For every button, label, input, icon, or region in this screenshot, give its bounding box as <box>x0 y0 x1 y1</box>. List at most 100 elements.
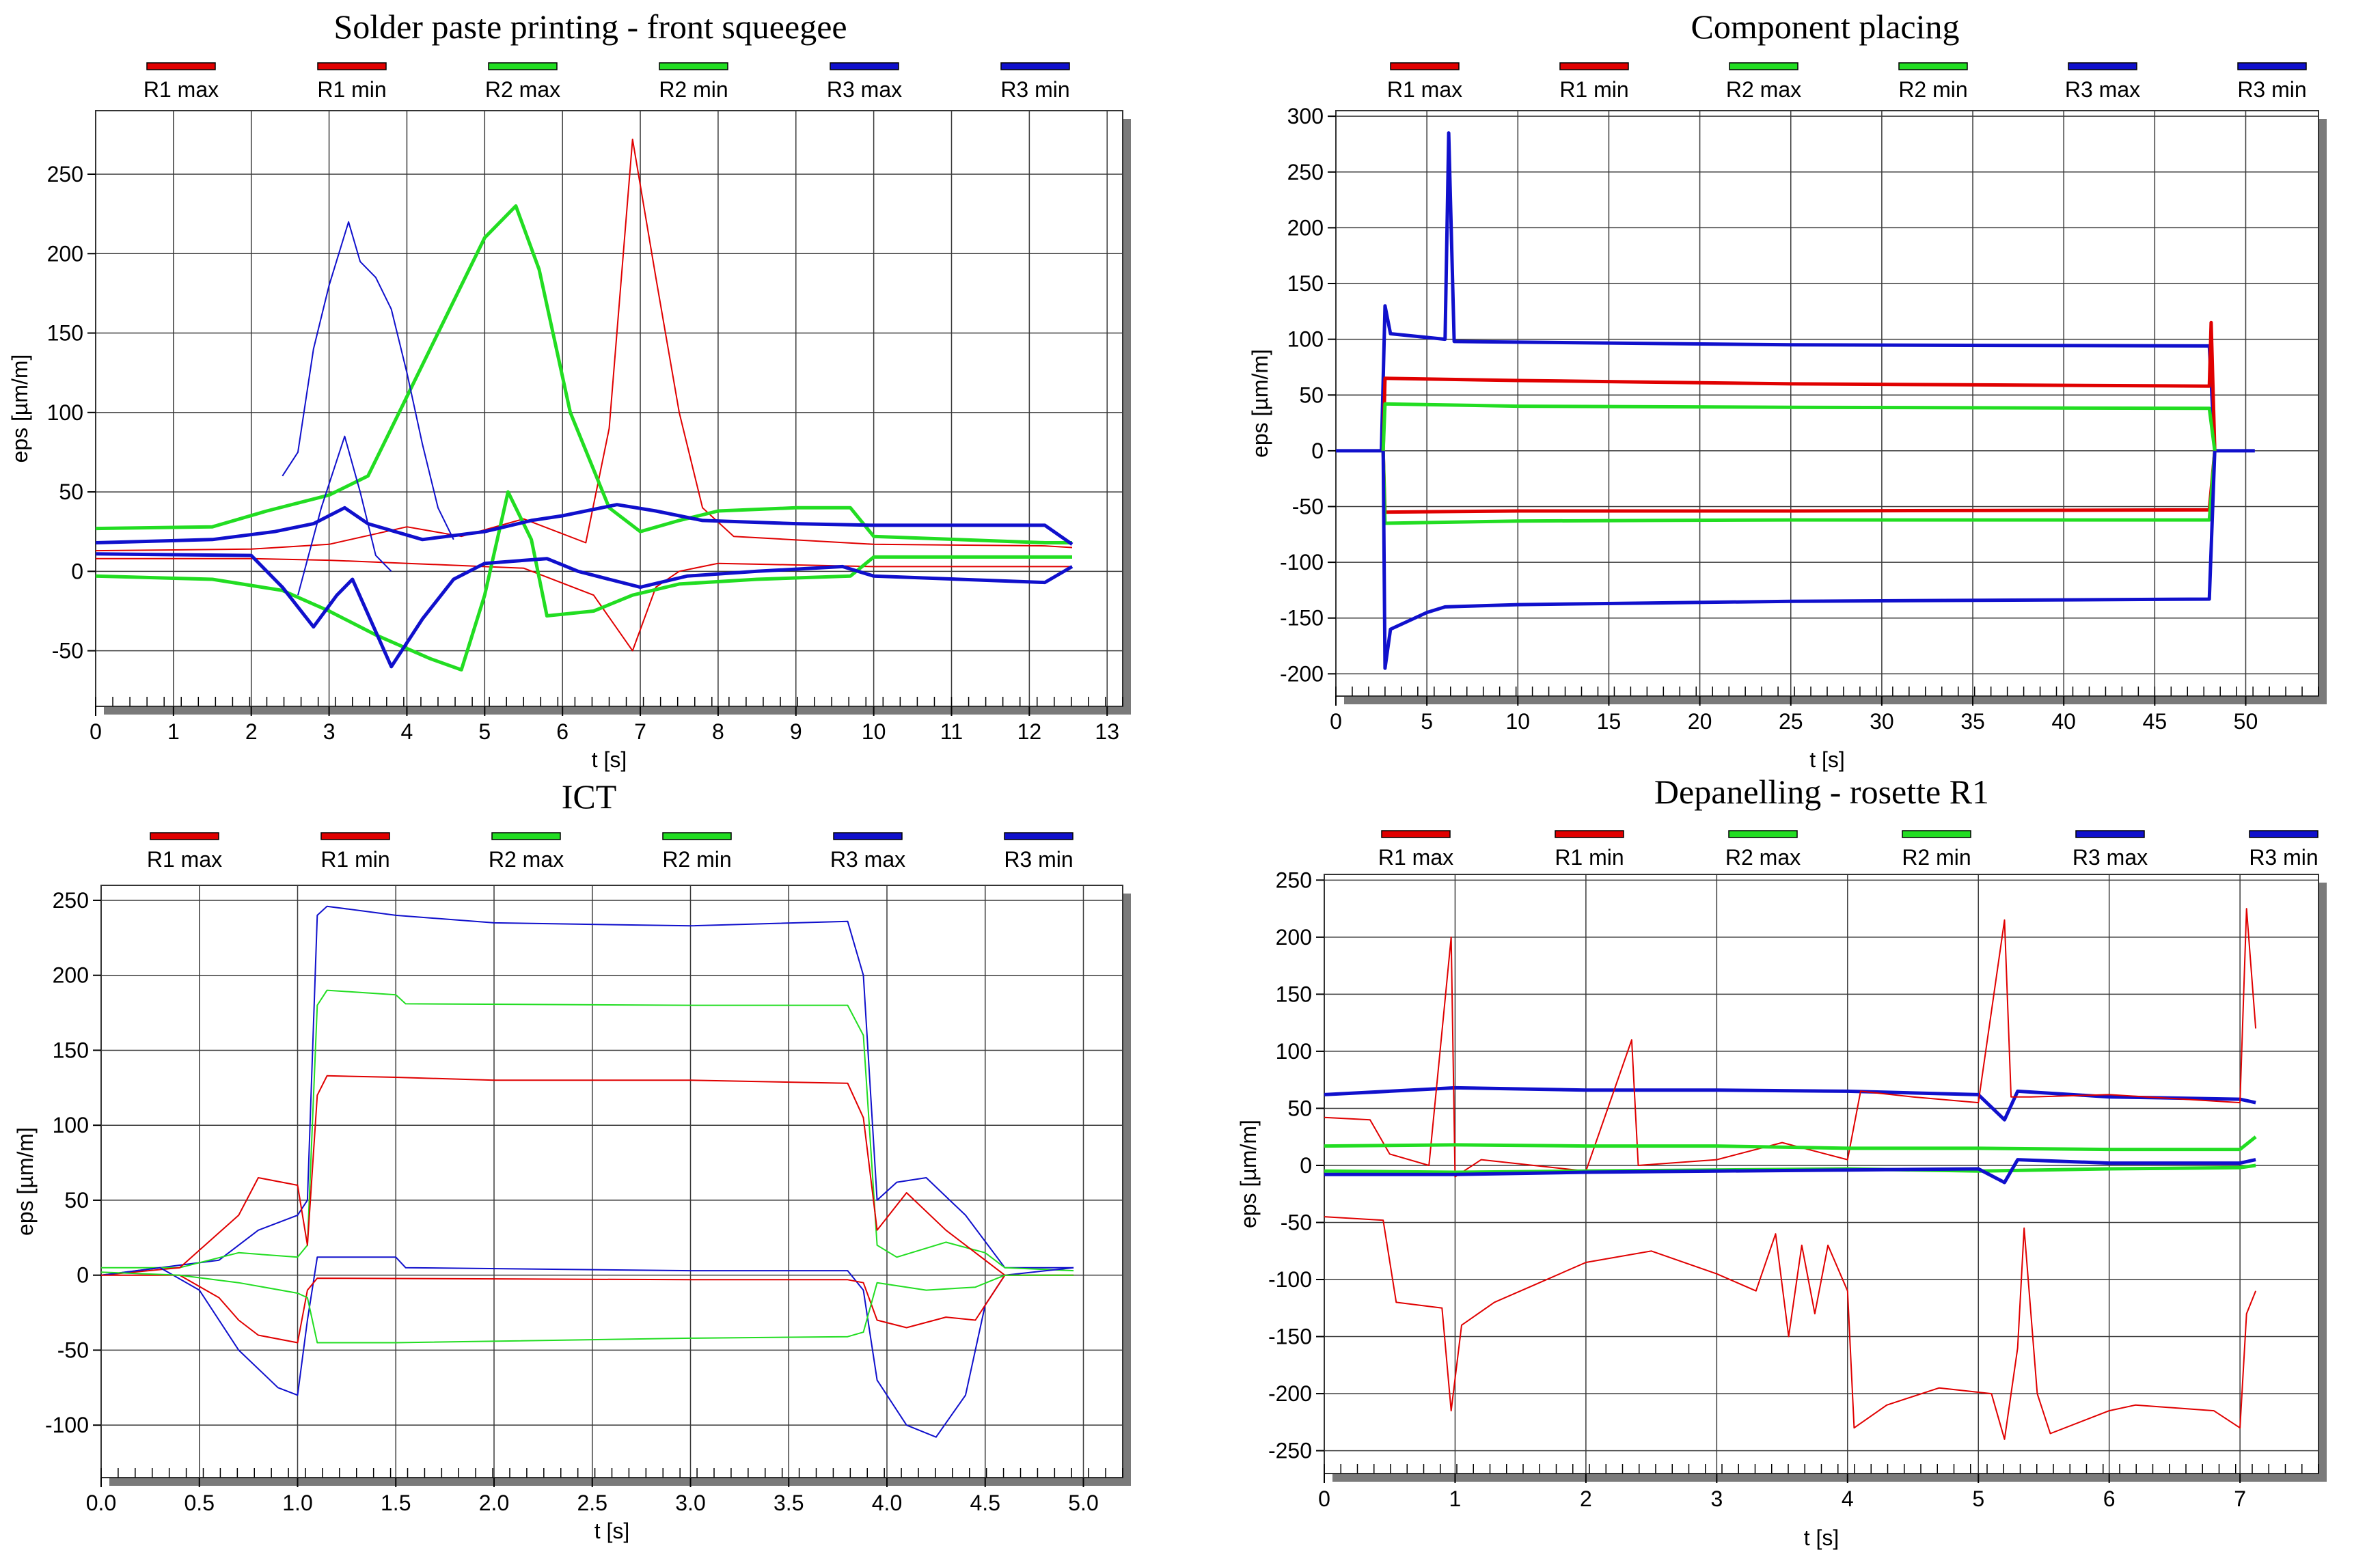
series-line-r1-min <box>1324 1216 2257 1440</box>
legend-label: R1 max <box>1378 845 1453 870</box>
plot-shadow-right <box>1123 894 1131 1486</box>
legend-label: R2 min <box>1902 845 1971 870</box>
legend-swatch <box>659 62 728 70</box>
legend-label: R1 min <box>1559 77 1628 102</box>
legend-label: R3 min <box>1000 77 1069 102</box>
y-tick-label: 0 <box>77 1263 89 1288</box>
x-tick-label: 2 <box>1580 1486 1592 1511</box>
legend-swatch <box>150 832 219 840</box>
x-tick-label: 5 <box>1972 1486 1984 1511</box>
x-tick-label: 30 <box>1870 709 1894 734</box>
legend-swatch <box>317 62 387 70</box>
y-tick-label: 300 <box>1287 104 1324 128</box>
x-tick-label: 15 <box>1597 709 1622 734</box>
x-tick-label: 10 <box>1505 709 1530 734</box>
x-tick-label: 25 <box>1779 709 1803 734</box>
legend-label: R2 max <box>1726 77 1801 102</box>
x-tick-label: 0 <box>1330 709 1342 734</box>
plot-shadow-bottom <box>104 706 1131 715</box>
series-line-r3-min <box>96 552 1073 669</box>
legend-label: R3 min <box>1004 847 1073 872</box>
legend-swatch <box>320 832 390 840</box>
series-line-r2-max <box>1324 1135 2257 1152</box>
x-tick-label: 35 <box>1960 709 1985 734</box>
legend-swatch <box>1898 62 1968 70</box>
y-tick-label: 100 <box>1276 1039 1312 1064</box>
legend-label: R3 max <box>827 77 902 102</box>
legend-swatch <box>833 832 903 840</box>
x-tick-label: 0 <box>1318 1486 1330 1511</box>
legend-swatch <box>146 62 216 70</box>
x-tick-label: 0 <box>90 719 102 744</box>
legend-swatch <box>1902 830 1971 838</box>
legend-swatch <box>1390 62 1460 70</box>
legend-label: R3 min <box>2237 77 2306 102</box>
plot-area <box>1335 110 2319 697</box>
x-tick-label: 4.0 <box>872 1491 902 1515</box>
x-axis-label: t [s] <box>594 1519 630 1543</box>
x-tick-label: 5 <box>478 719 491 744</box>
x-tick-label: 5 <box>1421 709 1433 734</box>
series-line-r1-max <box>96 138 1073 552</box>
y-axis-label: eps [µm/m] <box>1236 1120 1261 1228</box>
plot-area <box>100 885 1123 1478</box>
series-line-r1-max <box>1324 908 2257 1178</box>
legend-swatch <box>1000 62 1070 70</box>
legend-swatch <box>2068 62 2137 70</box>
x-axis-label: t [s] <box>1809 747 1845 772</box>
legend-label: R3 max <box>830 847 905 872</box>
legend-label: R2 min <box>659 77 728 102</box>
legend-label: R3 max <box>2065 77 2140 102</box>
legend-swatch <box>2249 830 2319 838</box>
legend-label: R2 min <box>662 847 731 872</box>
chart-title: Solder paste printing - front squeegee <box>333 8 847 46</box>
y-tick-label: -100 <box>1268 1267 1312 1292</box>
plot-shadow-bottom <box>1344 696 2327 704</box>
x-tick-label: 2.5 <box>577 1491 607 1515</box>
chart-title: Depanelling - rosette R1 <box>1654 773 1989 811</box>
series-line-r2-min <box>96 490 1072 672</box>
y-tick-label: 50 <box>59 480 83 504</box>
x-tick-label: 7 <box>2234 1486 2246 1511</box>
legend-swatch <box>1559 62 1629 70</box>
series-line-r1-max <box>101 1075 1074 1276</box>
legend-label: R2 max <box>485 77 560 102</box>
y-tick-label: 250 <box>1287 160 1324 184</box>
y-tick-label: 200 <box>1276 925 1312 950</box>
y-tick-label: 100 <box>47 400 83 425</box>
y-tick-label: 200 <box>47 241 83 266</box>
x-tick-label: 3 <box>323 719 336 744</box>
x-tick-label: 45 <box>2143 709 2167 734</box>
series-group <box>96 138 1073 672</box>
plot-shadow-bottom <box>109 1478 1131 1486</box>
x-tick-label: 5.0 <box>1068 1491 1098 1515</box>
plot-shadow-right <box>1123 119 1131 715</box>
y-tick-label: 50 <box>64 1188 89 1213</box>
series-line-r2-max <box>1381 402 2217 452</box>
y-tick-label: -100 <box>1280 550 1324 575</box>
x-tick-label: 2 <box>245 719 258 744</box>
series-line-r3-min-peak <box>297 435 392 596</box>
legend-label: R1 max <box>1387 77 1462 102</box>
y-tick-label: -50 <box>52 639 83 663</box>
y-tick-label: 0 <box>1311 439 1324 463</box>
chart-ict: ICT R1 max R1 min R2 max R2 min R3 max R3 min 0… <box>13 777 1131 1543</box>
x-tick-label: 11 <box>940 719 963 744</box>
y-tick-label: 200 <box>53 963 89 988</box>
legend-swatch <box>1381 830 1451 838</box>
x-tick-label: 1.5 <box>381 1491 411 1515</box>
legend-swatch <box>1555 830 1624 838</box>
y-tick-label: 50 <box>1287 1096 1312 1120</box>
x-tick-label: 4 <box>1842 1486 1854 1511</box>
x-axis-label: t [s] <box>592 747 627 772</box>
legend-label: R1 min <box>317 77 386 102</box>
y-tick-label: -50 <box>1292 494 1324 518</box>
chart-component-placing: Component placing R1 max R1 min R2 max R2 mi… <box>1248 8 2327 772</box>
series-line-r2-max <box>101 989 1074 1272</box>
legend-swatch <box>2075 830 2145 838</box>
legend-label: R1 min <box>1555 845 1624 870</box>
x-tick-label: 3.5 <box>774 1491 804 1515</box>
y-tick-label: 50 <box>1299 383 1324 407</box>
series-line-r3-max <box>1324 1085 2256 1122</box>
